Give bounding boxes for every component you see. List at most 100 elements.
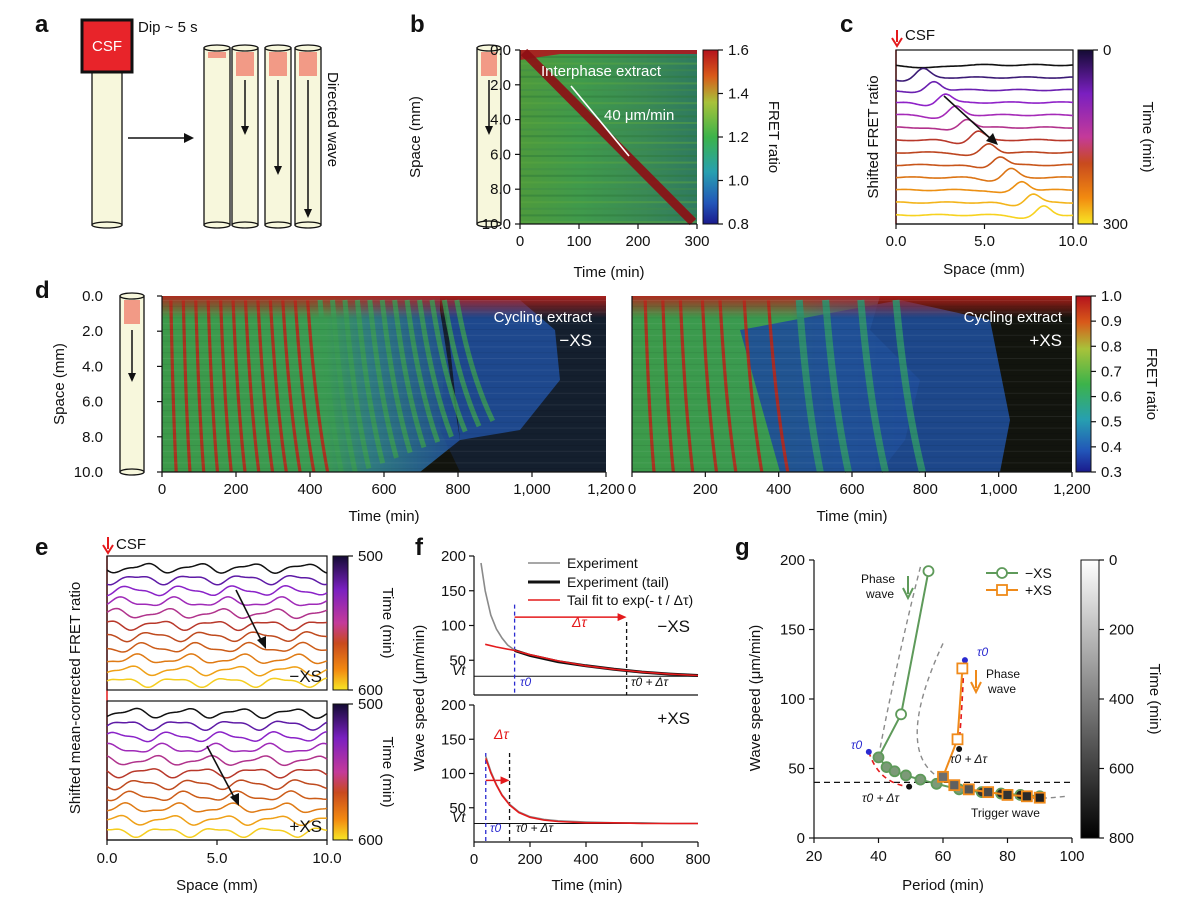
wave-band — [181, 299, 192, 473]
x-tick-label-d: 1,000 — [980, 481, 1018, 498]
cbar-tick-label-c: 0 — [1103, 42, 1111, 59]
legend-f-experiment: Experiment — [567, 555, 638, 571]
colorbar-c — [1077, 49, 1094, 225]
noise-line — [162, 352, 606, 354]
noise-line — [162, 323, 606, 325]
ylabel-d: Space (mm) — [51, 343, 68, 425]
noise-line — [632, 352, 1072, 354]
wave-band — [795, 299, 824, 473]
tube-top — [231, 44, 259, 52]
arrow-head-icon — [617, 613, 627, 622]
tau0-label-g-orange: τ0 — [977, 645, 988, 659]
colorbar-d — [1075, 295, 1092, 473]
noise-line — [632, 311, 1072, 313]
y-tick-label-g: 150 — [780, 622, 805, 639]
noise-line — [632, 329, 1072, 330]
trend-arrow-e-bottom — [206, 745, 236, 800]
tube — [203, 47, 231, 226]
heatmap-row — [520, 188, 697, 190]
cbar-tick-label-g: 0 — [1109, 552, 1117, 569]
wave-band — [892, 299, 926, 473]
heatmap-row — [520, 161, 697, 164]
legend-f-fit: Tail fit to exp(- t / Δτ) — [567, 592, 693, 608]
heatmap-row — [520, 69, 697, 72]
trace-c — [895, 67, 1074, 82]
noise-line — [632, 305, 1072, 307]
noise-line — [162, 468, 606, 470]
x-tick-label-e: 10.0 — [312, 850, 341, 867]
point-minus-xs — [900, 769, 912, 782]
point-plus-xs — [937, 770, 949, 783]
tube-top — [203, 44, 231, 52]
axes-d: 0 200 400 600 800 1,000 1,200 0 200 400 600 800 1,00… — [74, 288, 1091, 498]
colorbar-b — [702, 49, 719, 225]
x-tick-label-c: 0.0 — [886, 233, 907, 250]
wave-band — [317, 299, 344, 473]
heatmap-row — [520, 155, 697, 157]
cbar-tick-label-g: 800 — [1109, 830, 1134, 847]
tau0-label-top: τ0 — [520, 675, 531, 689]
traces-c — [895, 63, 1074, 219]
wave-band — [661, 299, 675, 473]
ylabel-g: Wave speed (μm/min) — [747, 625, 764, 771]
trace-e — [106, 641, 328, 653]
heatmap-row — [520, 89, 697, 91]
cbar-tick-label-d: 1.0 — [1101, 288, 1122, 305]
heatmap-row — [520, 62, 697, 65]
heatmap-row — [520, 102, 697, 105]
phase-wave-label-orange-1: Phase — [986, 667, 1020, 681]
trend-arrow-e-top — [235, 589, 263, 643]
trace-e — [106, 814, 328, 827]
heatmap-d-left: Cycling extract −XS — [162, 296, 606, 473]
tau0dtau-label-g-green: τ0 + Δτ — [862, 791, 900, 805]
cbar-tick-label-d: 0.4 — [1101, 439, 1122, 456]
trace-c — [895, 93, 1074, 107]
trace-e — [106, 730, 328, 743]
tau0dtau-label-g-orange: τ0 + Δτ — [950, 752, 988, 766]
noise-line — [632, 323, 1072, 325]
wave-band — [404, 299, 441, 443]
xlabel-f: Time (min) — [551, 877, 622, 894]
panel-a: CSF Dip ~ 5 s Directed wave — [80, 18, 341, 229]
tube-bottom — [264, 221, 292, 229]
arrow-head-icon — [257, 636, 266, 649]
noise-line — [632, 317, 1072, 319]
csf-arrow-icon-c — [891, 30, 903, 48]
colorbar-b-ticks: 1.6 1.4 1.2 1.0 0.8 — [718, 42, 749, 233]
tube-d — [119, 292, 145, 476]
ylabel-c: Shifted FRET ratio — [865, 75, 882, 198]
noise-line — [632, 340, 1072, 342]
arrow-head-icon — [184, 133, 194, 143]
wave-band — [194, 299, 206, 473]
noise-line — [162, 427, 606, 429]
cbar-tick-label-d: 0.3 — [1101, 464, 1122, 481]
dip-label: Dip ~ 5 s — [138, 19, 198, 36]
noise-line — [632, 346, 1072, 348]
condition-e-bottom: +XS — [289, 817, 322, 836]
heatmap-row — [520, 221, 697, 223]
ylabel-b: Space (mm) — [407, 96, 424, 178]
tau0-dot — [865, 748, 872, 755]
tube-top — [264, 44, 292, 52]
y-tick-label-d: 0.0 — [82, 288, 103, 305]
wave-band — [268, 299, 288, 473]
noise-line — [632, 387, 1072, 388]
legend-g-plus: +XS — [1025, 582, 1052, 598]
trace-c — [896, 105, 1074, 119]
wave-band — [822, 299, 852, 473]
x-tick-label-f: 600 — [629, 851, 654, 868]
x-tick-label-d: 400 — [297, 481, 322, 498]
wave-band — [441, 299, 482, 428]
condition-d-right: +XS — [1029, 331, 1062, 350]
wave-band — [429, 299, 468, 433]
colorbar-e-top — [332, 555, 349, 691]
csf-label-c: CSF — [905, 27, 935, 44]
point-plus-xs — [982, 786, 995, 799]
x-tick-label-d: 1,200 — [1053, 481, 1091, 498]
tau0-dot — [961, 657, 968, 664]
trace-c — [895, 118, 1073, 131]
y-tick-label-f: 200 — [441, 697, 466, 714]
condition-d-left: −XS — [559, 331, 592, 350]
trace-c — [895, 80, 1074, 94]
